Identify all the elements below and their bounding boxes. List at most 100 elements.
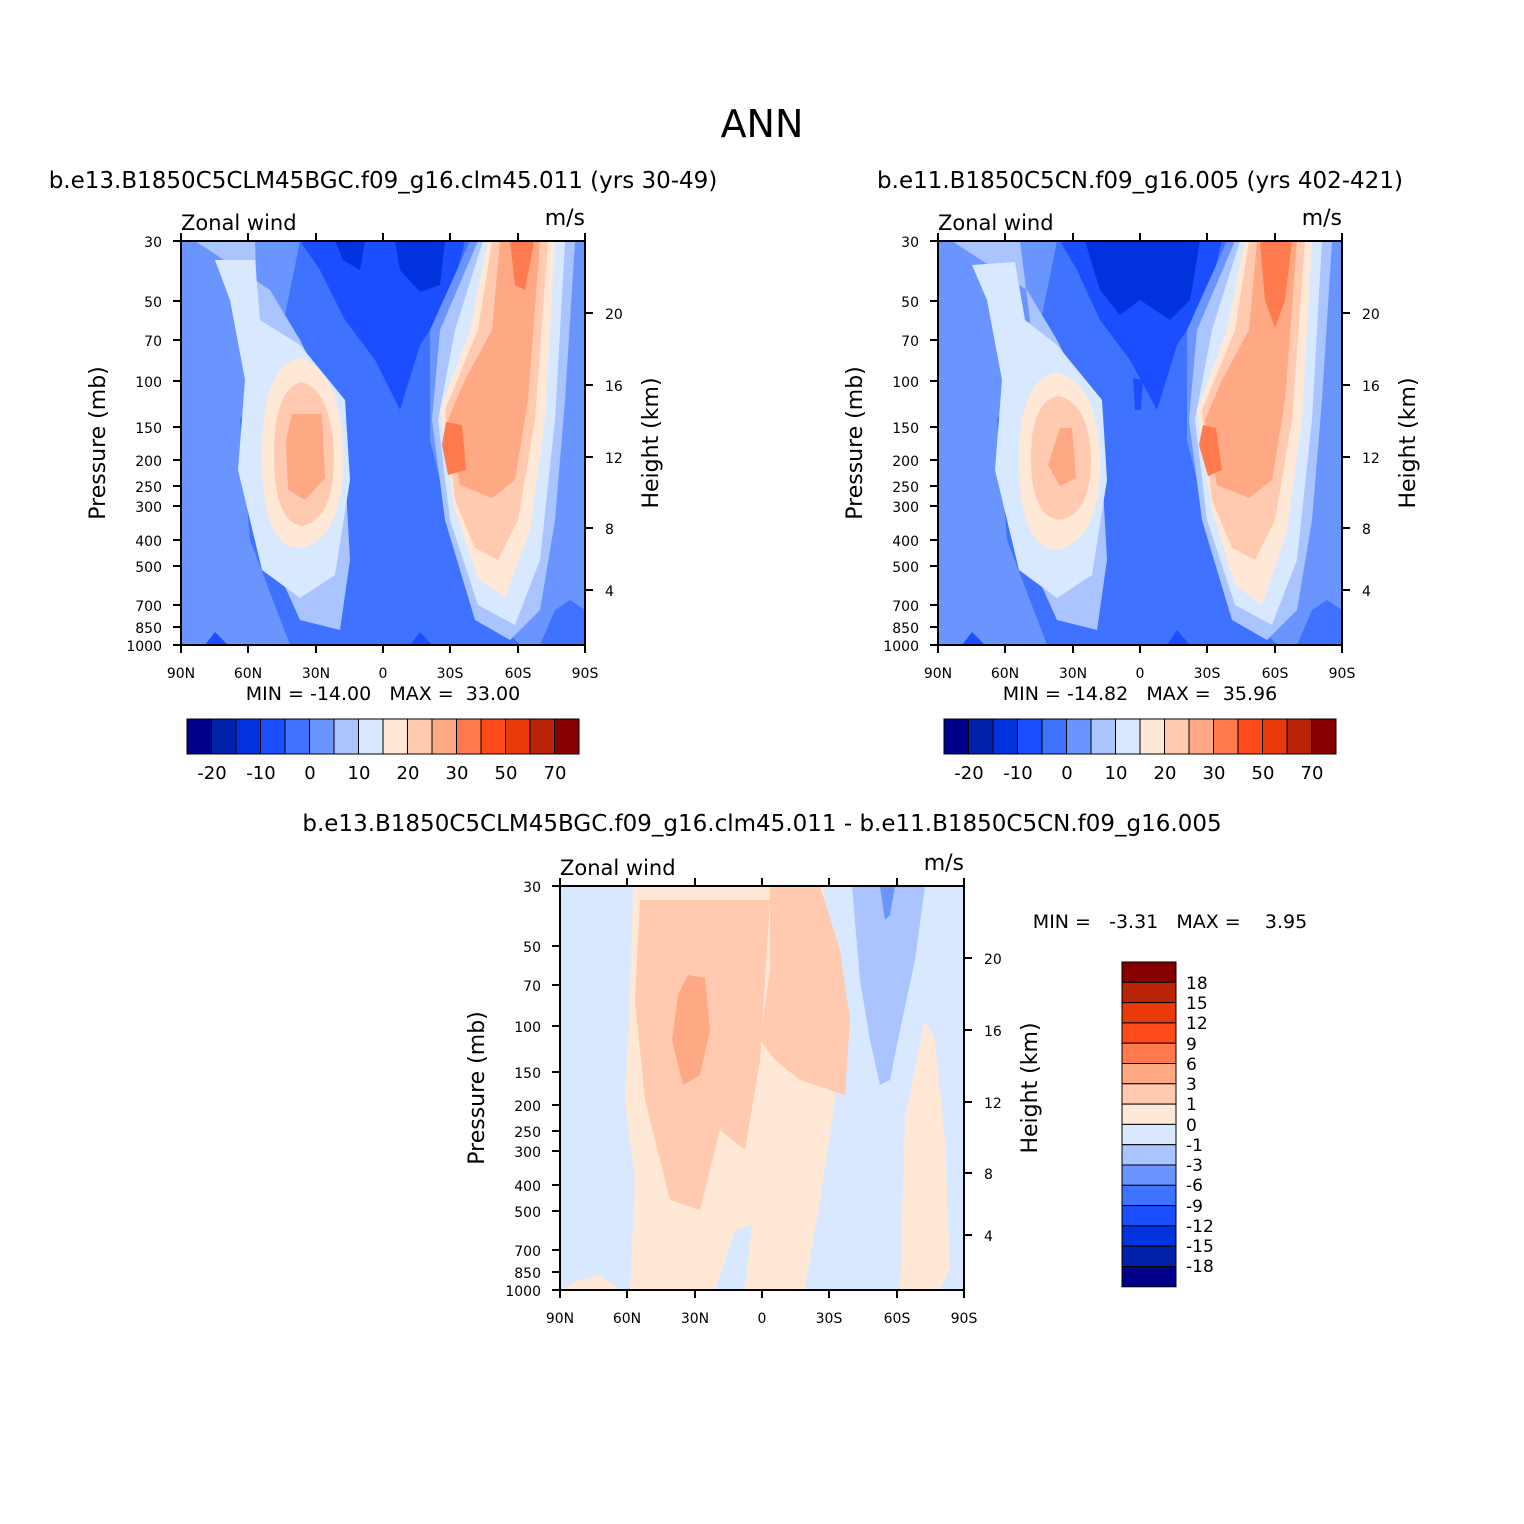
y-tick-label: 30 xyxy=(901,235,919,251)
colorbar-cell xyxy=(529,718,555,755)
contour-field xyxy=(181,241,585,645)
y-tick-label: 150 xyxy=(514,1066,541,1082)
x-tick-label: 0 xyxy=(1136,666,1145,682)
contour-band xyxy=(672,975,710,1085)
x-tick-labels: 90N 60N 30N 0 30S 60S 90S xyxy=(167,666,599,682)
colorbar-cell xyxy=(1286,718,1312,755)
y-tick-label: 1000 xyxy=(883,639,919,655)
x-tick-label: 90N xyxy=(924,666,952,682)
x-tick-label: 90N xyxy=(167,666,195,682)
y-right-axis-title: Height (km) xyxy=(639,377,664,508)
y-tick-label: 400 xyxy=(892,534,919,550)
contour-band xyxy=(448,241,540,498)
colorbar-cell xyxy=(1121,1083,1177,1105)
colorbar: -20 -10 0 10 20 30 50 70 xyxy=(943,718,1337,784)
axis-ticks xyxy=(552,878,972,1298)
colorbar-label: 70 xyxy=(544,763,567,784)
panel-right: b.e11.B1850C5CN.f09_g16.005 (yrs 402-421… xyxy=(843,168,1421,784)
colorbar-label: -20 xyxy=(197,763,226,784)
colorbar-labels: 18 15 12 9 6 3 1 0 -1 -3 -6 -9 -12 -15 -… xyxy=(1186,974,1214,1277)
y-tick-label: 850 xyxy=(135,621,162,637)
variable-label: Zonal wind xyxy=(938,211,1054,235)
colorbar-cells xyxy=(943,718,1337,755)
contour-band xyxy=(900,1020,950,1290)
y-tick-label: 30 xyxy=(523,880,541,896)
y-tick-label: 250 xyxy=(892,480,919,496)
colorbar-cell xyxy=(1017,718,1043,755)
y-right-tick-label: 12 xyxy=(984,1096,1002,1112)
y-tick-label: 50 xyxy=(144,295,162,311)
colorbar-cell xyxy=(1237,718,1263,755)
colorbar: 18 15 12 9 6 3 1 0 -1 -3 -6 -9 -12 -15 -… xyxy=(1121,961,1214,1288)
y-tick-labels: 30 50 70 100 150 200 250 300 400 500 700… xyxy=(883,235,919,655)
panel-left: b.e13.B1850C5CLM45BGC.f09_g16.clm45.011 … xyxy=(49,168,718,784)
y-tick-label: 300 xyxy=(135,500,162,516)
contour-band xyxy=(286,414,325,500)
y-right-tick-label: 20 xyxy=(1362,307,1380,323)
colorbar-cell xyxy=(480,718,506,755)
colorbar-cell xyxy=(554,718,580,755)
colorbar-cell xyxy=(309,718,335,755)
contour-band xyxy=(510,241,534,290)
colorbar-label: 0 xyxy=(304,763,315,784)
colorbar-cell xyxy=(1121,1225,1177,1247)
y-tick-label: 100 xyxy=(892,375,919,391)
colorbar-cell xyxy=(968,718,994,755)
y-tick-label: 70 xyxy=(901,334,919,350)
x-tick-label: 60S xyxy=(884,1311,911,1327)
colorbar-cell xyxy=(1121,1022,1177,1044)
colorbar-cell xyxy=(1121,1164,1177,1186)
units-label: m/s xyxy=(1302,206,1342,231)
colorbar-cells xyxy=(186,718,580,755)
x-tick-label: 30S xyxy=(1194,666,1221,682)
x-tick-label: 60S xyxy=(1262,666,1289,682)
y-tick-label: 300 xyxy=(514,1145,541,1161)
colorbar-cell xyxy=(284,718,310,755)
colorbar-cell xyxy=(505,718,531,755)
y-tick-label: 50 xyxy=(901,295,919,311)
colorbar-cell xyxy=(382,718,408,755)
colorbar-label: -10 xyxy=(246,763,275,784)
y-tick-label: 1000 xyxy=(126,639,162,655)
x-tick-label: 30N xyxy=(1059,666,1087,682)
colorbar-label: -18 xyxy=(1186,1257,1214,1277)
y-axis-title: Pressure (mb) xyxy=(465,1011,490,1165)
contour-band xyxy=(370,320,400,350)
y-tick-label: 200 xyxy=(514,1099,541,1115)
y-tick-label: 850 xyxy=(892,621,919,637)
colorbar-cell xyxy=(1121,1184,1177,1207)
colorbar-cell xyxy=(1121,961,1177,983)
colorbar-cell xyxy=(456,718,482,755)
contour-band xyxy=(880,886,895,920)
colorbar-label: 30 xyxy=(1203,763,1226,784)
colorbar-label: 20 xyxy=(1154,763,1177,784)
x-tick-label: 60N xyxy=(234,666,262,682)
panel-difference: b.e13.B1850C5CLM45BGC.f09_g16.clm45.011 … xyxy=(302,811,1307,1327)
contour-band xyxy=(395,241,445,292)
contour-band xyxy=(1199,425,1222,476)
x-tick-label: 60N xyxy=(991,666,1019,682)
colorbar-labels: -20 -10 0 10 20 30 50 70 xyxy=(954,763,1323,784)
y-right-axis-title: Height (km) xyxy=(1018,1022,1043,1153)
colorbar-label: 50 xyxy=(1252,763,1275,784)
colorbar-label: 9 xyxy=(1186,1035,1197,1055)
y-tick-label: 200 xyxy=(135,454,162,470)
variable-label: Zonal wind xyxy=(560,856,676,880)
contour-field xyxy=(560,886,964,1290)
units-label: m/s xyxy=(924,851,964,876)
colorbar-label: 10 xyxy=(348,763,371,784)
contour-band xyxy=(1085,241,1200,320)
page-title: ANN xyxy=(721,102,804,146)
y-right-tick-labels: 20 16 12 8 4 xyxy=(1362,307,1380,600)
units-label: m/s xyxy=(545,206,585,231)
colorbar-cell xyxy=(1066,718,1092,755)
y-tick-label: 150 xyxy=(135,421,162,437)
x-tick-label: 0 xyxy=(758,1311,767,1327)
contour-band xyxy=(1260,241,1292,328)
colorbar-cells xyxy=(1121,961,1177,1288)
colorbar-cell xyxy=(1121,1002,1177,1024)
y-tick-label: 850 xyxy=(514,1266,541,1282)
colorbar-cell xyxy=(333,718,359,755)
y-tick-labels: 30 50 70 100 150 200 250 300 400 500 700… xyxy=(126,235,162,655)
